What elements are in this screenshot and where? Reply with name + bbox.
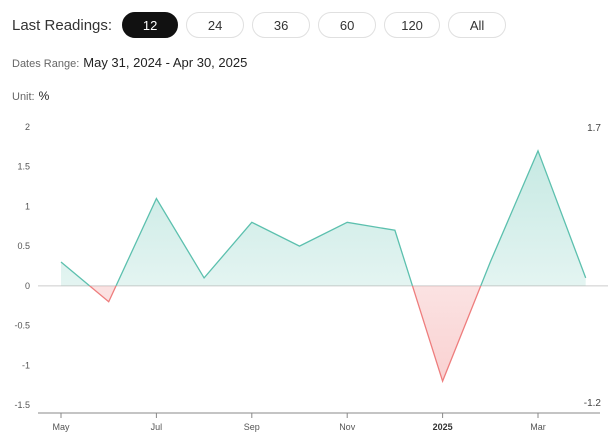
period-selector: Last Readings: 12 24 36 60 120 All	[12, 11, 514, 39]
period-120-button[interactable]: 120	[384, 12, 441, 38]
y-tick-label: 1.5	[17, 162, 30, 172]
x-tick-label: 2025	[433, 422, 453, 432]
data-point	[536, 149, 540, 153]
x-tick-label: Mar	[530, 422, 546, 432]
data-point	[488, 260, 492, 264]
data-point	[584, 276, 588, 280]
unit-info: Unit:%	[12, 89, 49, 103]
y-tick-label: 2	[25, 122, 30, 132]
dates-range-label: Dates Range:	[12, 58, 80, 70]
x-tick-label: Sep	[244, 422, 260, 432]
negative-area	[61, 285, 586, 382]
unit-label: Unit:	[12, 91, 35, 103]
y-tick-label: -0.5	[14, 321, 30, 331]
period-36-button[interactable]: 36	[252, 12, 311, 38]
y-tick-label: 0.5	[17, 241, 30, 251]
period-all-button[interactable]: All	[448, 12, 507, 38]
data-point	[393, 228, 397, 232]
min-value-label: -1.2	[584, 398, 602, 409]
y-tick-label: 1	[25, 201, 30, 211]
period-24-button[interactable]: 24	[186, 12, 245, 38]
x-tick-label: Jul	[151, 422, 163, 432]
dates-range: Dates Range: May 31, 2024 - Apr 30, 2025	[12, 55, 247, 70]
last-readings-label: Last Readings:	[12, 16, 113, 34]
data-point	[202, 276, 206, 280]
series-line-positive	[60, 149, 587, 286]
data-point	[441, 379, 445, 383]
data-point	[154, 196, 158, 200]
period-12-button[interactable]: 12	[122, 12, 179, 38]
x-tick-label: Nov	[339, 422, 356, 432]
y-tick-label: -1.5	[14, 400, 30, 410]
y-tick-label: 0	[25, 281, 30, 291]
data-point	[59, 260, 63, 264]
period-60-button[interactable]: 60	[318, 12, 377, 38]
y-tick-label: -1	[22, 360, 30, 370]
positive-area	[61, 150, 586, 286]
dates-range-value: May 31, 2024 - Apr 30, 2025	[83, 55, 248, 70]
x-tick-label: May	[52, 422, 70, 432]
data-point	[298, 244, 302, 248]
unit-value: %	[38, 89, 50, 103]
max-value-label: 1.7	[587, 123, 601, 134]
data-point	[107, 300, 111, 304]
data-point	[250, 220, 254, 224]
data-point	[345, 220, 349, 224]
